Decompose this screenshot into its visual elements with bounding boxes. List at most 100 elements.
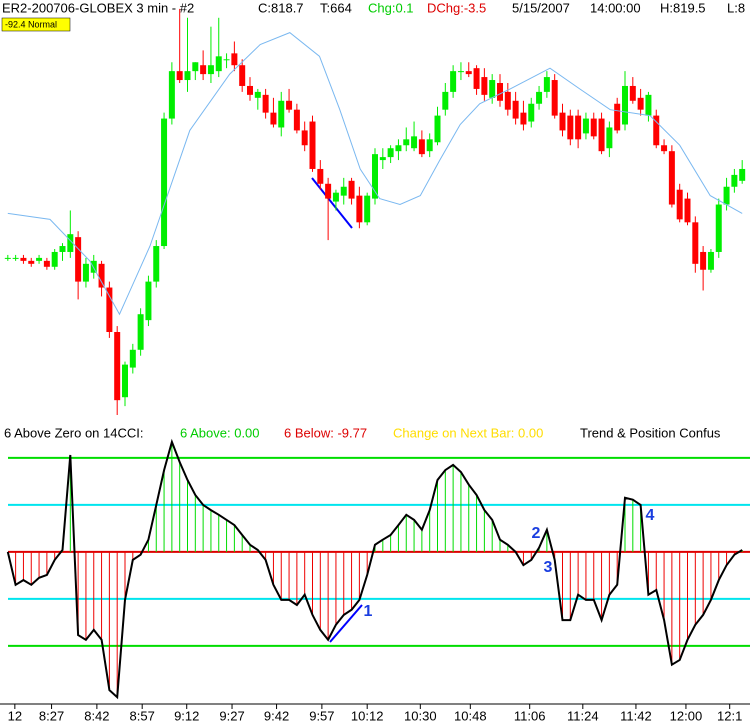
- candle-body: [676, 189, 683, 220]
- high: H:819.5: [660, 0, 706, 15]
- candle-body: [723, 186, 730, 205]
- candle-body: [67, 234, 74, 252]
- candle-body: [137, 314, 144, 350]
- candle-body: [129, 349, 136, 368]
- candle-body: [606, 127, 613, 149]
- candle-body: [575, 115, 582, 140]
- x-tick-label: 9:57: [309, 708, 334, 723]
- candle-body: [176, 71, 183, 81]
- candle-body: [528, 103, 535, 122]
- candle-body: [122, 364, 128, 398]
- low: L:8: [727, 0, 745, 15]
- candle-body: [90, 260, 97, 273]
- candle-body: [270, 112, 277, 125]
- trend-line: [329, 604, 363, 643]
- candle-body: [512, 100, 519, 119]
- candle-body: [168, 71, 175, 119]
- x-tick-label: 8:27: [39, 708, 64, 723]
- candle-body: [700, 251, 707, 270]
- annotation: 4: [646, 507, 655, 524]
- candle-body: [559, 112, 566, 131]
- candle-body: [567, 115, 574, 140]
- indicator-label: Trend & Position Confus: [580, 425, 721, 440]
- candle-body: [715, 204, 722, 252]
- candle-body: [114, 332, 121, 401]
- candle-body: [403, 139, 410, 146]
- candle-body: [12, 257, 19, 259]
- candle-body: [36, 257, 43, 261]
- trend-line: [311, 177, 353, 229]
- annotation: 3: [544, 559, 553, 576]
- candle-body: [582, 118, 589, 134]
- candle-body: [59, 246, 66, 252]
- x-tick-label: 11:06: [514, 708, 546, 723]
- ticks: T:664: [320, 0, 352, 15]
- candle-body: [411, 136, 418, 149]
- candle-body: [614, 103, 621, 131]
- candle-body: [286, 100, 293, 110]
- candle-body: [364, 195, 371, 223]
- candle-body: [348, 180, 355, 199]
- candle-body: [262, 94, 269, 113]
- candle-body: [372, 154, 378, 199]
- candle-body: [184, 71, 191, 81]
- candle-body: [473, 68, 480, 89]
- candle-body: [504, 91, 511, 110]
- candle-body: [684, 198, 691, 223]
- candle-body: [278, 100, 285, 128]
- candle-body: [309, 121, 316, 169]
- x-tick-label: 10:48: [454, 708, 487, 723]
- candle-body: [254, 91, 261, 98]
- x-tick-label: 11:24: [567, 708, 599, 723]
- candle-body: [325, 183, 332, 199]
- candle-body: [590, 118, 597, 137]
- candle-body: [332, 192, 339, 202]
- candle-body: [426, 139, 433, 152]
- badge: -92.4 Normal: [5, 19, 57, 29]
- badge-box: [1, 17, 71, 32]
- candle-body: [434, 115, 441, 143]
- x-tick-label: 8:57: [130, 708, 155, 723]
- x-tick-label: 10:12: [351, 708, 384, 723]
- candle-body: [106, 287, 113, 332]
- candle-body: [692, 222, 699, 264]
- x-tick-label: 8:42: [84, 708, 109, 723]
- candle-body: [247, 85, 253, 95]
- candle-body: [418, 139, 425, 155]
- candle-body: [481, 77, 488, 95]
- candle-body: [82, 263, 89, 282]
- candle-body: [192, 62, 199, 72]
- candle-body: [707, 251, 714, 270]
- candle-body: [223, 59, 230, 61]
- candle-body: [215, 56, 222, 72]
- candle-body: [489, 80, 496, 98]
- candle-body: [497, 83, 503, 101]
- candle-body: [43, 260, 50, 267]
- candle-body: [98, 263, 105, 288]
- x-tick-label: 9:42: [264, 708, 289, 723]
- candle-body: [387, 148, 394, 158]
- candle-body: [207, 65, 214, 75]
- candle-body: [629, 85, 636, 101]
- candle-body: [637, 97, 644, 110]
- candle-body: [551, 80, 558, 116]
- candle-body: [28, 260, 35, 264]
- x-tick-label: 10:30: [404, 708, 437, 723]
- candle-body: [379, 157, 386, 161]
- candle-body: [543, 77, 550, 92]
- candle-body: [598, 118, 605, 152]
- candle-body: [161, 118, 168, 247]
- indicator-label: Change on Next Bar: 0.00: [393, 425, 543, 440]
- candle-body: [622, 85, 628, 125]
- indicator-label: 6 Below: -9.77: [284, 425, 367, 440]
- candle-body: [20, 257, 27, 261]
- candle-body: [231, 53, 238, 66]
- date: 5/15/2007: [512, 0, 570, 15]
- x-tick-label: 12:00: [670, 708, 703, 723]
- indicator-label: 6 Above Zero on 14CCI:: [4, 425, 143, 440]
- candle-body: [356, 195, 363, 223]
- candle-body: [317, 168, 324, 184]
- candle-body: [239, 65, 246, 86]
